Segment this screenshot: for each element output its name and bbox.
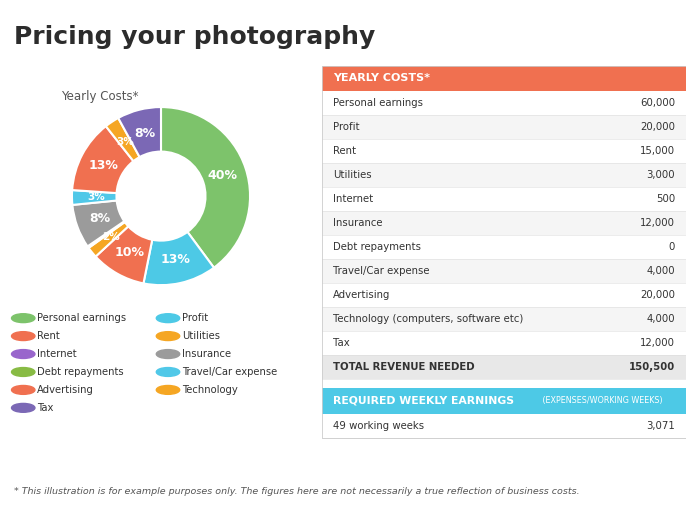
Text: 12,000: 12,000 [640,218,675,228]
FancyBboxPatch shape [322,187,686,211]
Circle shape [156,385,180,394]
FancyBboxPatch shape [322,139,686,163]
Text: Tax: Tax [37,403,53,413]
FancyBboxPatch shape [322,355,686,379]
Text: 150,500: 150,500 [629,362,675,372]
Text: Rent: Rent [37,331,60,341]
Text: Rent: Rent [333,146,356,156]
Wedge shape [72,126,134,193]
Circle shape [156,314,180,323]
Text: 13%: 13% [89,160,118,172]
FancyBboxPatch shape [322,116,686,139]
Text: Utilities: Utilities [333,170,372,180]
Circle shape [11,350,35,358]
Text: Personal earnings: Personal earnings [333,98,423,108]
Text: Technology: Technology [182,385,237,395]
Text: (EXPENSES/WORKING WEEKS): (EXPENSES/WORKING WEEKS) [540,396,663,405]
Text: 2%: 2% [102,232,120,242]
Text: Internet: Internet [333,194,373,204]
Text: Yearly Costs*: Yearly Costs* [62,90,139,103]
Text: Profit: Profit [333,122,360,132]
Text: 0: 0 [668,242,675,252]
Text: 4,000: 4,000 [647,266,675,276]
Text: Advertising: Advertising [333,290,391,300]
Text: 12,000: 12,000 [640,338,675,348]
Text: Utilities: Utilities [182,331,220,341]
FancyBboxPatch shape [322,66,686,91]
Wedge shape [118,107,161,157]
Text: Personal earnings: Personal earnings [37,313,126,323]
FancyBboxPatch shape [322,307,686,331]
FancyBboxPatch shape [322,283,686,307]
Circle shape [156,350,180,358]
FancyBboxPatch shape [322,91,686,116]
Text: Tax: Tax [333,338,350,348]
Wedge shape [161,107,250,268]
Wedge shape [72,190,117,205]
Text: Insurance: Insurance [182,349,231,359]
Circle shape [11,314,35,323]
Text: 8%: 8% [90,212,111,225]
Wedge shape [96,226,152,284]
Text: Pricing your photography: Pricing your photography [14,25,375,49]
Text: 4,000: 4,000 [647,314,675,324]
Circle shape [11,332,35,341]
Circle shape [156,332,180,341]
Wedge shape [106,118,139,161]
Circle shape [11,403,35,412]
FancyBboxPatch shape [322,388,686,414]
Text: 20,000: 20,000 [640,290,675,300]
Wedge shape [144,232,214,285]
Circle shape [11,367,35,376]
Wedge shape [88,221,125,248]
Text: Advertising: Advertising [37,385,94,395]
Text: Technology (computers, software etc): Technology (computers, software etc) [333,314,524,324]
Circle shape [11,385,35,394]
Text: Insurance: Insurance [333,218,382,228]
Wedge shape [89,222,128,257]
Text: 15,000: 15,000 [640,146,675,156]
Text: 500: 500 [656,194,675,204]
Text: TOTAL REVENUE NEEDED: TOTAL REVENUE NEEDED [333,362,475,372]
Text: 8%: 8% [134,127,155,139]
Text: Internet: Internet [37,349,77,359]
Text: 40%: 40% [208,169,238,182]
Text: Travel/Car expense: Travel/Car expense [333,266,429,276]
Text: 10%: 10% [114,246,144,259]
Text: 13%: 13% [160,253,190,266]
Wedge shape [72,200,125,246]
Text: Debt repayments: Debt repayments [333,242,421,252]
FancyBboxPatch shape [322,331,686,355]
Text: * This illustration is for example purposes only. The figures here are not neces: * This illustration is for example purpo… [14,487,580,496]
FancyBboxPatch shape [322,235,686,259]
Text: 20,000: 20,000 [640,122,675,132]
Text: 3,071: 3,071 [646,421,675,431]
FancyBboxPatch shape [322,163,686,187]
Text: Profit: Profit [182,313,208,323]
Text: 60,000: 60,000 [640,98,675,108]
Text: REQUIRED WEEKLY EARNINGS: REQUIRED WEEKLY EARNINGS [333,396,514,406]
Text: 49 working weeks: 49 working weeks [333,421,424,431]
Text: 3%: 3% [116,137,134,147]
FancyBboxPatch shape [322,414,686,438]
FancyBboxPatch shape [322,259,686,283]
Text: YEARLY COSTS*: YEARLY COSTS* [333,74,430,84]
Text: 3%: 3% [87,192,105,202]
Text: Travel/Car expense: Travel/Car expense [182,367,277,377]
Circle shape [156,367,180,376]
Text: 3,000: 3,000 [647,170,675,180]
Text: Debt repayments: Debt repayments [37,367,124,377]
FancyBboxPatch shape [322,211,686,235]
